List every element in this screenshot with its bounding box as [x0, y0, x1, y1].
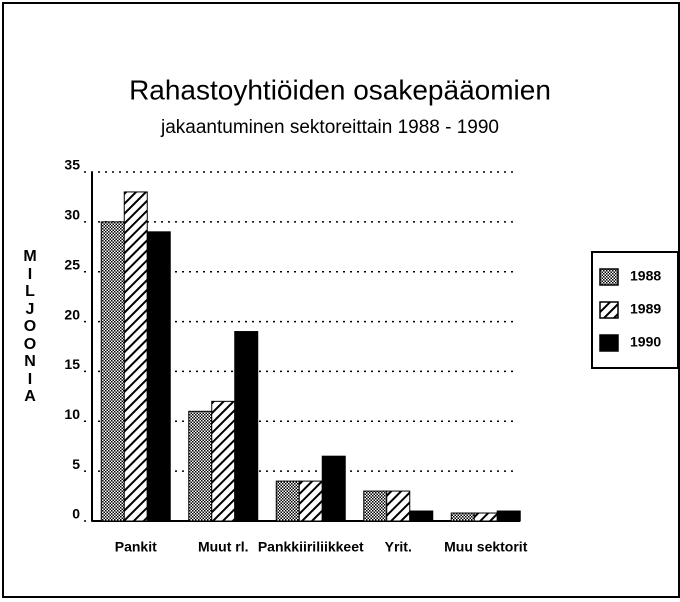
- bar: [363, 490, 388, 522]
- chart-subtitle: jakaantuminen sektoreittain 1988 - 1990: [160, 117, 499, 138]
- bar: [234, 331, 259, 522]
- y-tick-label: 0: [72, 506, 80, 522]
- y-tick-label: 15: [64, 356, 80, 372]
- bar: [100, 221, 125, 522]
- bar: [409, 510, 434, 522]
- legend-label: 1988: [630, 268, 661, 284]
- bar: [473, 512, 498, 522]
- x-tick-label: Muu sektorit: [444, 539, 528, 555]
- bar: [211, 400, 236, 522]
- chart-title: Rahastoyhtiöiden osakepääomien: [129, 74, 551, 105]
- y-tick-label: 10: [64, 406, 80, 422]
- bar: [450, 512, 475, 522]
- bar: [123, 191, 148, 522]
- y-tick-label: 30: [64, 207, 80, 223]
- x-tick-label: Muut rl.: [198, 539, 249, 555]
- y-tick-label: 35: [64, 157, 80, 173]
- x-tick-label: Pankkiiriliikkeet: [258, 539, 364, 555]
- bar: [146, 231, 171, 522]
- legend-label: 1989: [630, 301, 661, 317]
- legend-swatch: [599, 301, 619, 319]
- x-tick-label: Yrit.: [385, 539, 412, 555]
- bar: [275, 480, 300, 522]
- bar: [386, 490, 411, 522]
- x-tick-label: Pankit: [115, 539, 157, 555]
- bar: [298, 480, 323, 522]
- y-axis-label: MILJOONIA: [23, 248, 37, 405]
- legend-swatch: [599, 334, 619, 352]
- legend-label: 1990: [630, 334, 661, 350]
- y-tick-label: 20: [64, 306, 80, 322]
- legend-swatch: [599, 268, 619, 286]
- bar: [321, 455, 346, 522]
- bar: [496, 510, 521, 522]
- y-tick-label: 25: [64, 256, 80, 272]
- y-tick-label: 5: [72, 456, 80, 472]
- bar: [188, 410, 213, 522]
